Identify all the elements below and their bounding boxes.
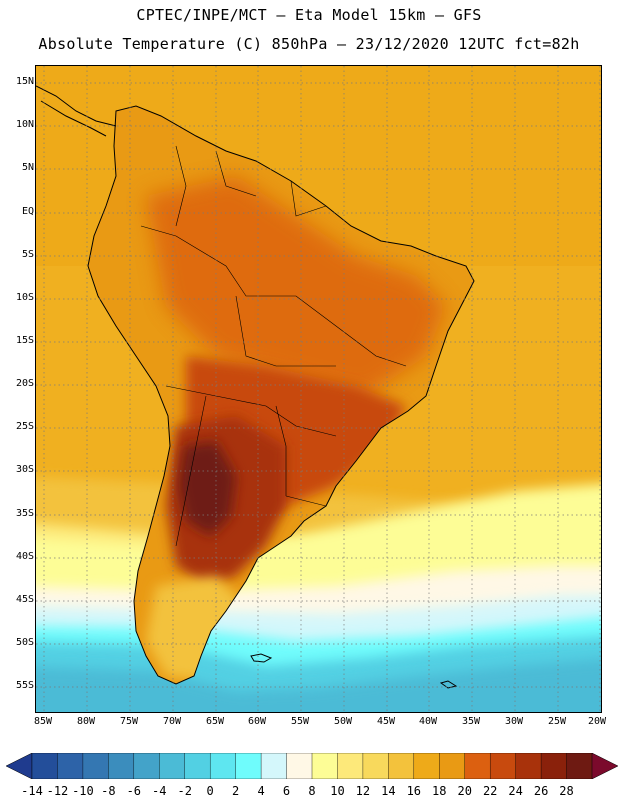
lon-label: 45W [376,716,396,727]
colorbar-segment [57,753,84,779]
colorbar-tick-label: 26 [533,784,549,798]
colorbar-tick-label: 4 [257,784,265,798]
colorbar-arrow-max [591,753,618,779]
colorbar-segment [31,753,59,779]
lon-label: 80W [76,716,96,727]
colorbar-tick-label: 10 [330,784,345,798]
lat-label: 5N [21,162,34,173]
colorbar-segment [489,753,517,779]
lon-label: 25W [547,716,567,727]
amazon-hot-zone [146,176,446,396]
graticule [36,66,601,712]
colorbar-segment [286,753,313,779]
colorbar-tick-label: -12 [46,784,69,798]
colorbar-segment [439,753,466,779]
colorbar-segment [413,753,440,779]
colorbar-tick-label: 22 [482,784,498,798]
lon-label: 65W [205,716,225,727]
lon-label: 35W [461,716,481,727]
colorbar-segment [566,753,593,779]
colorbar-arrow-min [6,753,33,779]
lat-label: 10S [15,292,34,303]
falkland-islands [250,653,273,663]
map-panel[interactable] [35,65,602,713]
chart-title-line2: Absolute Temperature (C) 850hPa — 23/12/… [38,35,580,53]
colorbar-tick-label: -8 [101,784,116,798]
colorbar-segment [540,753,568,779]
colorbar-tick-label: 24 [508,784,523,798]
colorbar-segment [388,753,415,779]
colorbar-tick-label: 6 [282,784,291,798]
colorbar-segment [108,753,135,779]
colorbar-tick-label: -2 [177,784,192,798]
temperature-colorbar [6,753,618,779]
lon-label: 55W [290,716,310,727]
lon-label: 60W [247,716,267,727]
colorbar-tick-label: 12 [355,784,371,798]
lon-label: 50W [333,716,353,727]
colorbar-tick-label: 28 [559,784,574,798]
lat-label: 20S [15,378,34,389]
lat-label: 55S [15,680,34,691]
lat-label: 15S [15,335,34,346]
colorbar-tick-label: 18 [432,784,447,798]
lat-label: 40S [15,551,34,562]
lat-label: 5S [21,249,34,260]
colorbar-segment [362,753,390,779]
lat-label: EQ [21,206,34,217]
lon-label: 20W [587,716,607,727]
colorbar-tick-label: -10 [72,784,94,798]
colorbar-tick-label: 20 [457,784,472,798]
colorbar-tick-label: -4 [152,784,167,798]
colorbar-segment [159,753,186,779]
colorbar-tick-label: -6 [126,784,142,798]
colorbar-tick-label: -14 [21,784,43,798]
south-georgia-island [439,680,458,689]
colorbar-segment [311,753,339,779]
colorbar-segment [235,753,262,779]
lat-label: 10N [15,119,34,130]
lat-label: 45S [15,594,34,605]
colorbar-tick-label: 16 [406,784,422,798]
colorbar-tick-label: 0 [206,784,214,798]
central-america-coast [36,85,117,137]
colorbar-tick-label: 14 [381,784,396,798]
lat-label: 25S [15,421,34,432]
colorbar-tick-label: 8 [308,784,316,798]
colorbar-segment [133,753,160,779]
colorbar-segment [209,753,237,779]
lon-label: 75W [119,716,139,727]
colorbar-segment [184,753,211,779]
deep-cold-band [36,658,601,712]
lat-label: 35S [15,508,34,519]
colorbar-segment [515,753,542,779]
lon-label: 40W [418,716,438,727]
colorbar-segment [82,753,110,779]
temperature-map [36,66,601,712]
lon-label: 70W [162,716,182,727]
lon-label: 85W [33,716,53,727]
colorbar-segment [337,753,364,779]
colorbar-tick-label: 2 [232,784,240,798]
colorbar-segment [260,753,288,779]
lon-label: 30W [504,716,524,727]
chart-title-line1: CPTEC/INPE/MCT — Eta Model 15km — GFS [136,6,482,24]
lat-label: 30S [15,464,34,475]
lat-label: 15N [15,76,34,87]
country-borders [140,145,407,547]
lat-label: 50S [15,637,34,648]
colorbar-segment [464,753,491,779]
